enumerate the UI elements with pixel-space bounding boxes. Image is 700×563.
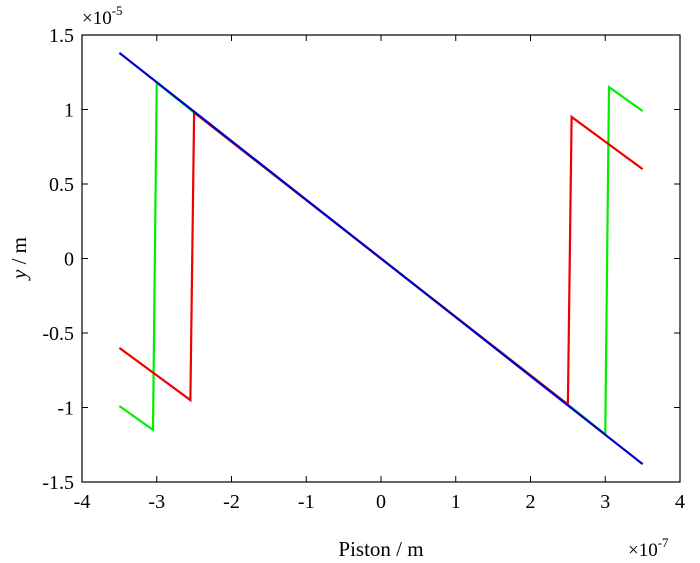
- y-tick-label: -0.5: [42, 323, 74, 345]
- ticks-layer: -4 -3 -2 -1 0 1 2 3 4 -1.5 -1 -0.5 0 0.5 1 1.5: [42, 25, 685, 513]
- series-line-3: [118, 52, 644, 465]
- y-axis-title: y / m: [7, 237, 31, 281]
- series-layer: [118, 52, 644, 465]
- y-axis-title-unit: / m: [7, 237, 31, 270]
- x-tick-label: -4: [74, 491, 91, 513]
- x-tick-label: 0: [376, 491, 386, 513]
- y-tick-label: -1.5: [42, 472, 74, 494]
- y-multiplier: ×10-5: [82, 3, 123, 29]
- y-tick-label: 1: [64, 100, 74, 122]
- y-tick-label: -1: [57, 398, 74, 420]
- y-multiplier-exponent: -5: [112, 3, 123, 18]
- y-tick-label: 0.5: [49, 174, 74, 196]
- y-tick-label: 1.5: [49, 25, 74, 47]
- x-multiplier-base: ×10: [628, 540, 658, 561]
- x-tick-label: -3: [148, 491, 165, 513]
- x-multiplier: ×10-7: [628, 535, 669, 561]
- y-multiplier-base: ×10: [82, 8, 112, 29]
- y-axis-title-variable: y: [7, 269, 31, 281]
- x-tick-label: -1: [298, 491, 315, 513]
- x-tick-label: -2: [223, 491, 240, 513]
- x-multiplier-exponent: -7: [658, 535, 669, 550]
- x-axis-title: Piston / m: [338, 537, 423, 561]
- x-tick-label: 1: [451, 491, 461, 513]
- x-tick-label: 4: [675, 491, 685, 513]
- x-tick-label: 3: [600, 491, 610, 513]
- x-tick-label: 2: [526, 491, 536, 513]
- y-tick-label: 0: [64, 249, 74, 271]
